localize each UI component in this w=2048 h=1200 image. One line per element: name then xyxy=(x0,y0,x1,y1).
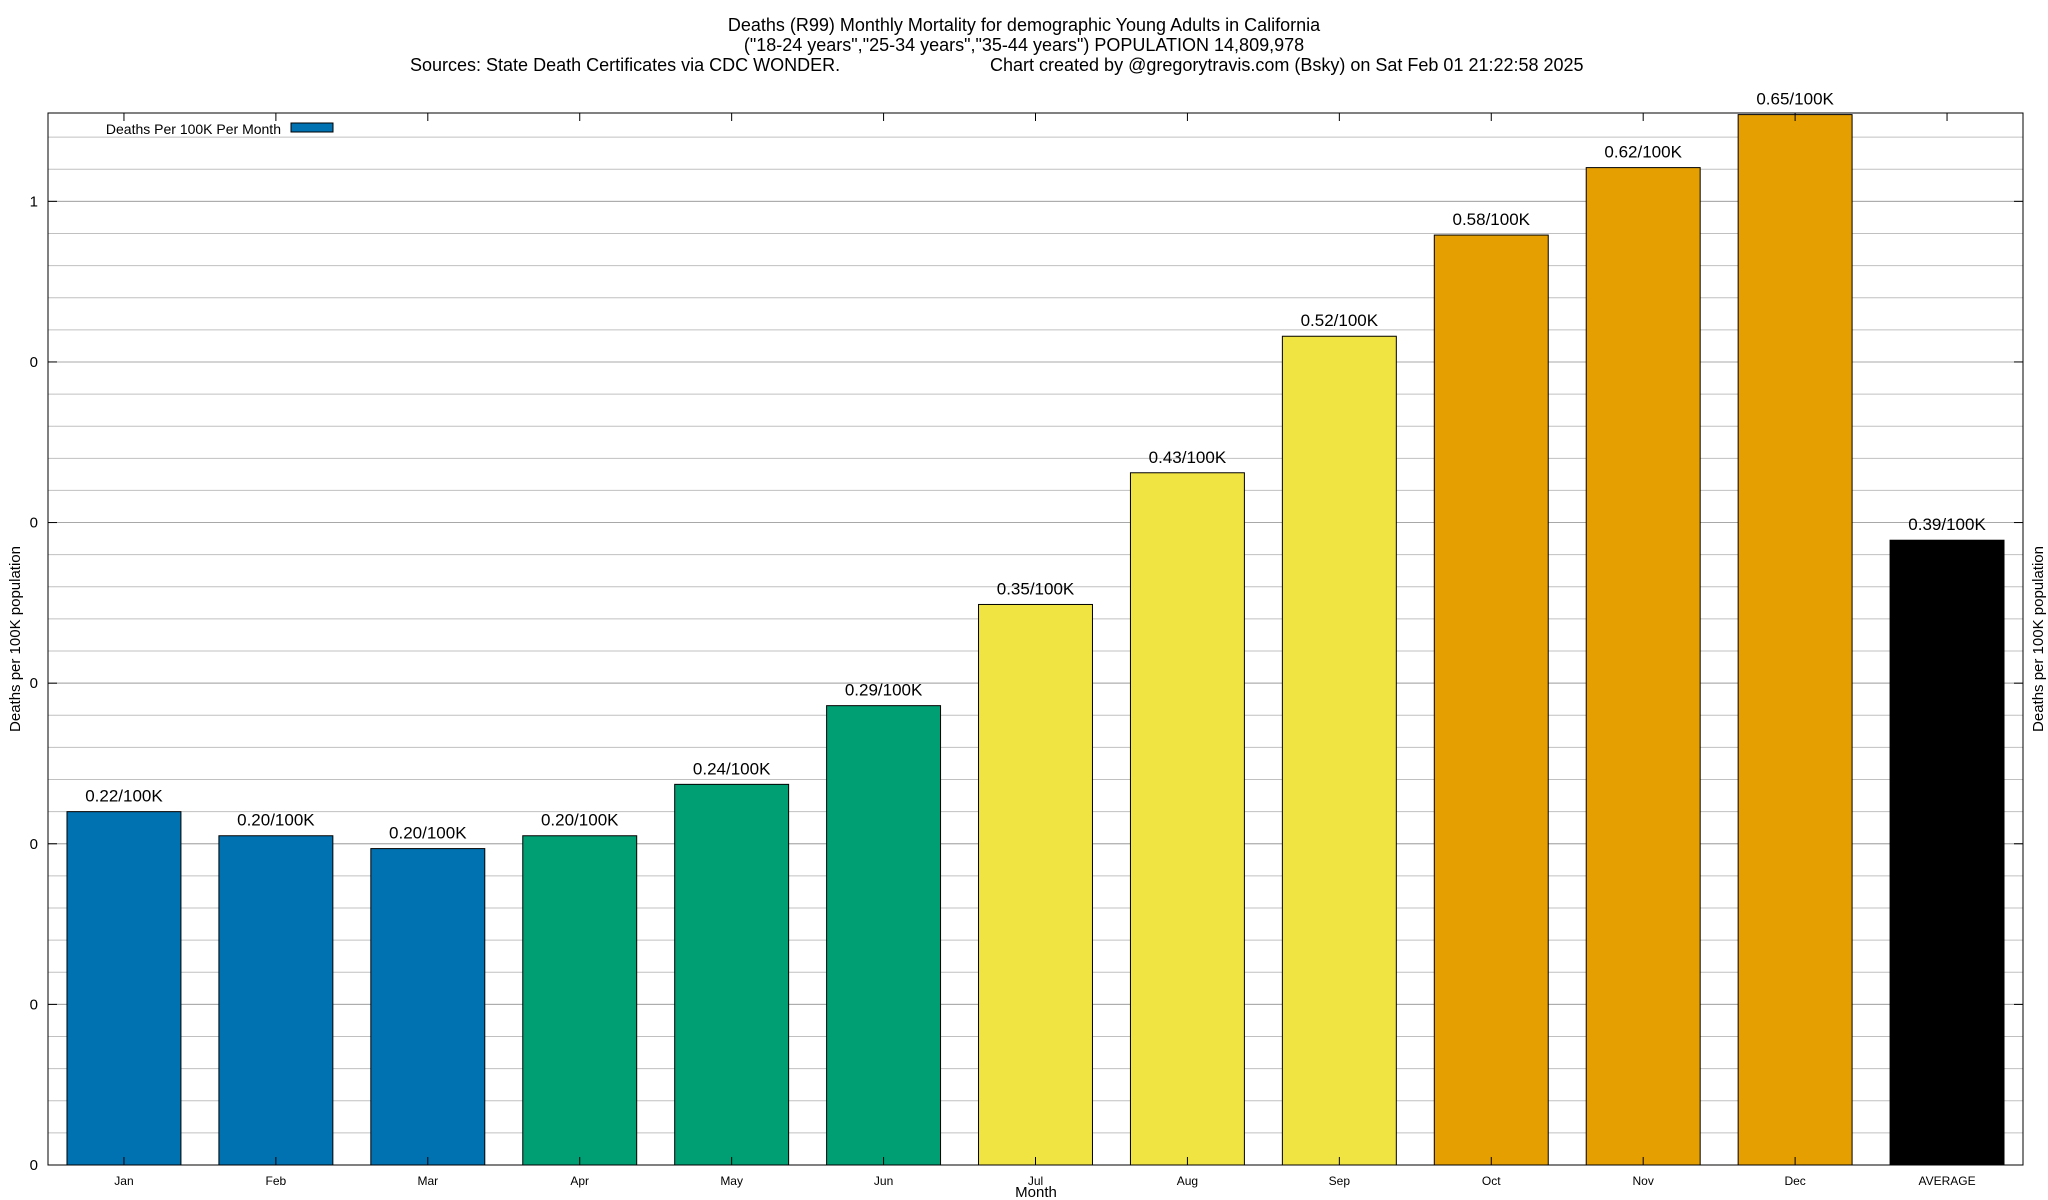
bar-average xyxy=(1889,539,2005,1166)
bar-aug xyxy=(1129,472,1245,1166)
x-tick-label: Jan xyxy=(114,1174,133,1188)
x-tick-label: May xyxy=(720,1174,743,1188)
bars-group: 0.22/100K 0.20/100K 0.20/100K 0.20/100K 0.24… xyxy=(66,90,2005,1166)
bar-mar xyxy=(370,848,486,1166)
y-tick-label: 0 xyxy=(30,996,38,1013)
y-tick-label: 1 xyxy=(30,193,38,210)
x-tick-label: Oct xyxy=(1482,1174,1501,1188)
plot-frame xyxy=(47,112,2024,1166)
legend: Deaths Per 100K Per Month xyxy=(106,121,334,137)
data-label: 0.39/100K xyxy=(1908,515,1986,534)
data-label: 0.65/100K xyxy=(1756,90,1834,109)
bar-jun xyxy=(826,705,942,1166)
data-label: 0.62/100K xyxy=(1604,143,1682,162)
legend-swatch xyxy=(290,122,334,133)
bar-oct xyxy=(1433,234,1549,1166)
bar-apr xyxy=(522,835,638,1166)
tick-marks: 0 0 0 0 0 0 1 Jan Feb Mar Apr May Jun Jul Aug Sep Oct Nov… xyxy=(30,113,2023,1188)
y-axis-label: Deaths per 100K population xyxy=(7,546,24,732)
data-label: 0.29/100K xyxy=(845,681,923,700)
y-tick-label: 0 xyxy=(30,675,38,692)
bar-sep xyxy=(1281,335,1397,1166)
x-axis-label: Month xyxy=(1015,1184,1057,1200)
data-label: 0.22/100K xyxy=(85,787,163,806)
data-label: 0.58/100K xyxy=(1453,210,1531,229)
bar-jan xyxy=(66,811,182,1166)
x-tick-label: Aug xyxy=(1177,1174,1198,1188)
y-axis-label-right: Deaths per 100K population xyxy=(2030,546,2047,732)
x-tick-label: Jul xyxy=(1028,1174,1043,1188)
data-label: 0.20/100K xyxy=(237,811,315,830)
data-label: 0.43/100K xyxy=(1149,448,1227,467)
bar-may xyxy=(674,783,790,1166)
x-tick-label: Mar xyxy=(417,1174,438,1188)
data-label: 0.20/100K xyxy=(389,824,467,843)
x-tick-label: AVERAGE xyxy=(1918,1174,1975,1188)
bar-dec xyxy=(1737,114,1853,1166)
chart-title: Deaths (R99) Monthly Mortality for demog… xyxy=(728,15,1321,35)
chart-credit: Chart created by @gregorytravis.com (Bsk… xyxy=(990,55,1584,75)
data-label: 0.35/100K xyxy=(997,579,1075,598)
bar-nov xyxy=(1585,167,1701,1166)
data-label: 0.24/100K xyxy=(693,759,771,778)
x-tick-label: Jun xyxy=(874,1174,893,1188)
y-tick-label: 0 xyxy=(30,1157,38,1174)
data-label: 0.20/100K xyxy=(541,811,619,830)
x-tick-label: Apr xyxy=(570,1174,589,1188)
x-tick-label: Dec xyxy=(1784,1174,1805,1188)
bar-jul xyxy=(978,603,1093,1166)
y-tick-label: 0 xyxy=(30,354,38,371)
x-tick-label: Feb xyxy=(266,1174,287,1188)
data-label: 0.52/100K xyxy=(1301,311,1379,330)
x-tick-label: Nov xyxy=(1633,1174,1654,1188)
chart-subtitle: ("18-24 years","25-34 years","35-44 year… xyxy=(744,35,1304,55)
y-tick-label: 0 xyxy=(30,836,38,853)
x-tick-label: Sep xyxy=(1329,1174,1351,1188)
y-tick-label: 0 xyxy=(30,515,38,532)
chart-sources: Sources: State Death Certificates via CD… xyxy=(410,55,840,75)
bar-feb xyxy=(218,835,334,1166)
legend-label: Deaths Per 100K Per Month xyxy=(106,121,281,137)
